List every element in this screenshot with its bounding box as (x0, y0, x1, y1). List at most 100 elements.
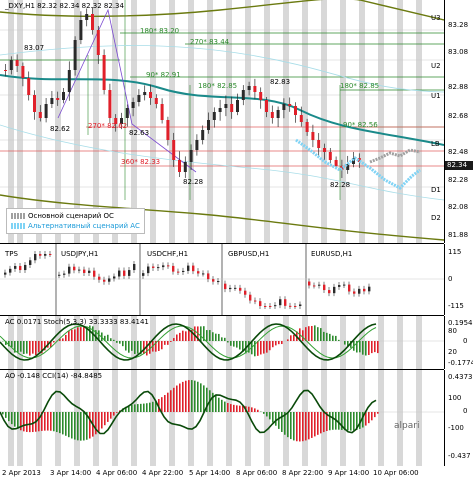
ao-bar (212, 392, 214, 412)
ao-bar (359, 412, 361, 429)
ao-bar (221, 399, 223, 412)
candle-body (44, 104, 48, 118)
candle-body (9, 60, 13, 70)
candle-body (113, 276, 116, 279)
candle-body (143, 92, 147, 95)
fib-label: 270* 82.62 (88, 122, 128, 130)
axis-label: -0.1774 (448, 359, 473, 367)
axis-label: 82.68 (448, 112, 469, 120)
ac-bar (131, 341, 133, 351)
main-price-chart[interactable] (0, 0, 444, 243)
candle-body (294, 106, 297, 115)
ao-cci-chart[interactable] (0, 370, 444, 466)
candle-body (183, 162, 187, 172)
ac-bar (293, 334, 295, 341)
candle-body (249, 294, 252, 301)
main-chart-pane[interactable]: _DXY,H1 82.32 82.34 82.32 82.34 83.07 82… (0, 0, 444, 244)
ao-bar (317, 412, 319, 435)
price-label-low4: 82.28 (330, 181, 351, 189)
candle-body (363, 288, 366, 292)
ac-stoch-chart[interactable] (0, 316, 444, 369)
axis-label: 100 (448, 394, 462, 402)
fib-label: 180* 82.85 (340, 82, 380, 90)
ao-bar (86, 412, 88, 440)
session-stripe (93, 0, 99, 243)
ac-bar (317, 327, 319, 341)
candle-body (195, 140, 199, 150)
ac-bar (236, 341, 238, 348)
candle-body (85, 14, 89, 20)
price-label-high1: 83.07 (24, 44, 45, 52)
ao-bar (323, 412, 325, 433)
ac-bar (320, 328, 322, 341)
scenario-main (369, 148, 421, 164)
ao-bar (89, 412, 91, 439)
candle-body (224, 104, 228, 108)
session-stripe (340, 316, 346, 369)
ao-cci-panel[interactable]: AO -0.148 CCI(14) -84.8485 (0, 370, 444, 467)
candle-body (172, 140, 176, 160)
candle-body (265, 100, 268, 112)
candle-body (157, 267, 160, 269)
axis-label: -0.437 (448, 452, 471, 460)
ao-bar (80, 412, 82, 441)
ao-bar (182, 381, 184, 412)
ac-stoch-panel[interactable]: AC 0.0171 Stoch(5,3,3) 33.3333 83.4141 (0, 316, 444, 370)
currency-panel[interactable]: TPS USDJPY,H1 USDCHF,H1 GBPUSD,H1 EURUSD… (0, 244, 444, 316)
ao-bar (284, 412, 286, 435)
candle-body (282, 104, 286, 110)
legend-item-alt: Альтернативный сценарий АС (11, 221, 140, 231)
session-stripe (188, 316, 194, 369)
scenario-alt (295, 138, 421, 190)
ac-bar (68, 331, 70, 341)
ac-bar (335, 335, 337, 341)
ac-bar (116, 341, 118, 343)
candle-body (279, 299, 282, 306)
time-label: 10 Apr 06:00 (373, 469, 419, 477)
candle-body (24, 264, 27, 271)
time-label: 9 Apr 14:00 (328, 469, 370, 477)
ao-bar (95, 412, 97, 435)
ao-bar (17, 412, 19, 429)
session-stripe (169, 370, 175, 466)
session-stripe (55, 0, 61, 243)
fib-label: 180* 82.85 (198, 82, 238, 90)
ac-bar (98, 330, 100, 341)
candle-body (83, 269, 86, 273)
fib-label: 90* 82.91 (146, 71, 181, 79)
ao-bar (113, 412, 115, 416)
candle-body (49, 254, 52, 255)
ao-bar (173, 387, 175, 412)
candle-body (323, 148, 326, 152)
stoch-main (0, 323, 377, 361)
candle-body (96, 30, 100, 55)
ac-bar (110, 338, 112, 341)
ac-bar (230, 341, 232, 346)
candle-body (19, 265, 22, 271)
ao-bar (341, 412, 343, 430)
ao-bar (206, 387, 208, 412)
ac-bar (137, 341, 139, 354)
ac-bar (281, 341, 283, 345)
ao-bar (293, 412, 295, 441)
candle-body (79, 20, 83, 40)
ao-bar (38, 412, 40, 432)
ao-bar (164, 395, 166, 412)
time-axis: 2 Apr 2013 3 Apr 14:00 4 Apr 06:00 4 Apr… (0, 466, 473, 480)
axis-label: -100 (448, 424, 464, 432)
session-stripe (302, 0, 308, 243)
panel-label-gbpusd: GBPUSD,H1 (228, 250, 270, 258)
candle-body (234, 287, 237, 289)
candle-body (357, 158, 361, 162)
ao-bar (53, 412, 55, 432)
candle-body (340, 166, 344, 170)
scenario-legend: Основной сценарий ОС Альтернативный сцен… (6, 208, 145, 234)
ao-bar (41, 412, 43, 431)
ao-bar (272, 412, 274, 423)
currency-mini-charts[interactable] (0, 244, 444, 315)
ao-bar (350, 412, 352, 431)
ac-bar (305, 327, 307, 341)
ac-bar (59, 338, 61, 341)
ac-stoch-header: AC 0.0171 Stoch(5,3,3) 33.3333 83.4141 (5, 318, 149, 326)
ao-bar (104, 412, 106, 426)
